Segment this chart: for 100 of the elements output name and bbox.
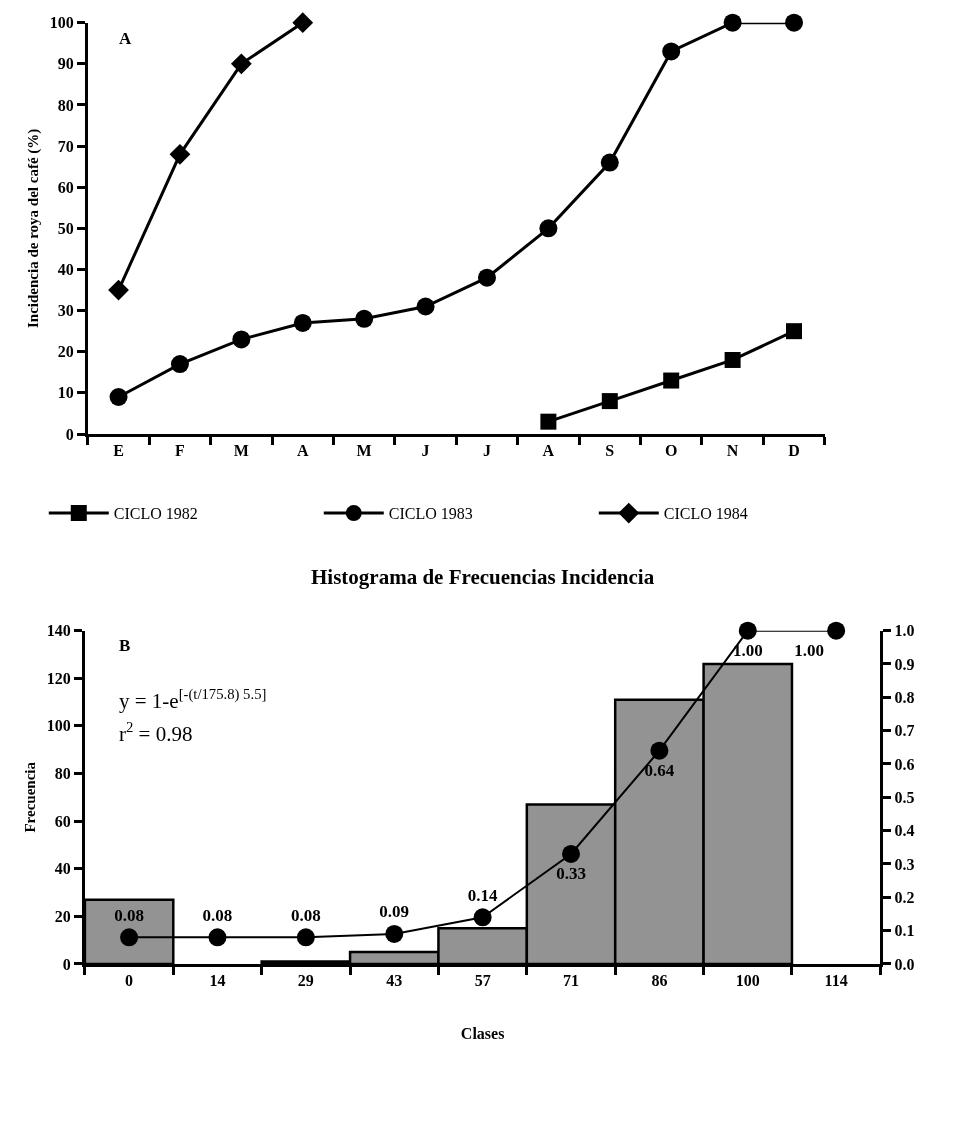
y2-tick-label: 0.7 (894, 722, 915, 740)
y-tick-label: 0 (65, 425, 74, 443)
point (786, 323, 803, 340)
x-tick-label: S (605, 442, 615, 460)
point (539, 219, 558, 238)
x-tick-label: 0 (125, 972, 134, 990)
point (208, 928, 227, 947)
y-tick-label: 60 (57, 178, 74, 196)
y-tick-label: 90 (57, 55, 74, 73)
point (662, 42, 681, 61)
y2-tick-label: 0.0 (894, 955, 915, 973)
legend-label: CICLO 1982 (113, 505, 198, 523)
x-tick-label: 29 (297, 972, 314, 990)
point (355, 309, 374, 328)
point (785, 13, 804, 32)
x-tick-label: M (233, 442, 249, 460)
x-tick-label: N (726, 442, 739, 460)
x-tick-label: J (482, 442, 491, 460)
x-tick-label: 86 (651, 972, 668, 990)
y-tick-label: 20 (57, 343, 74, 361)
point (120, 928, 139, 947)
y-tick-label: 30 (57, 302, 74, 320)
y-tick-label: 40 (54, 860, 71, 878)
x-tick-label: A (296, 442, 309, 460)
data-label: 0.14 (467, 885, 499, 905)
legend-label: CICLO 1984 (663, 505, 748, 523)
point (473, 908, 492, 927)
point (562, 844, 581, 863)
x-tick-label: 114 (824, 972, 848, 990)
point (293, 313, 312, 332)
y-axis-title: Frecuencia (21, 761, 38, 833)
data-label: 1.00 (732, 640, 763, 660)
y-tick-label: 80 (54, 765, 71, 783)
data-label: 0.08 (114, 905, 144, 925)
annotation: A (119, 29, 132, 48)
point (230, 53, 252, 75)
point (540, 413, 557, 430)
x-axis-title: Clases (460, 1024, 505, 1042)
data-label: 1.00 (794, 640, 824, 660)
y-tick-label: 70 (57, 137, 74, 155)
x-tick-label: 57 (474, 972, 491, 990)
x-tick-label: F (175, 442, 186, 460)
y-tick-label: 140 (46, 622, 71, 640)
point (723, 13, 742, 32)
y2-tick-label: 0.1 (894, 922, 915, 940)
x-tick-label: 14 (209, 972, 226, 990)
x-tick-label: O (664, 442, 678, 460)
point (296, 928, 315, 947)
point (169, 143, 191, 165)
x-tick-label: E (113, 442, 124, 460)
x-tick-label: 100 (735, 972, 760, 990)
point (600, 153, 619, 172)
data-label: 0.08 (202, 905, 233, 925)
annotation: B (119, 636, 131, 655)
y2-tick-label: 0.9 (894, 655, 915, 673)
y-tick-label: 80 (57, 96, 74, 114)
y2-tick-label: 0.6 (894, 755, 915, 773)
x-tick-label: 71 (563, 972, 580, 990)
point (477, 268, 496, 287)
x-tick-label: 43 (386, 972, 403, 990)
point (650, 741, 669, 760)
point (724, 351, 741, 368)
point (109, 387, 128, 406)
y-tick-label: 100 (49, 14, 74, 32)
legend-label: CICLO 1983 (388, 505, 473, 523)
y-tick-label: 100 (46, 717, 71, 735)
x-tick-label: A (542, 442, 555, 460)
x-tick-label: D (788, 442, 800, 460)
data-label: 0.64 (644, 760, 675, 780)
data-label: 0.33 (556, 863, 586, 883)
point (601, 393, 618, 410)
point (738, 621, 757, 640)
y2-tick-label: 0.4 (894, 822, 915, 840)
point (416, 297, 435, 316)
data-label: 0.09 (379, 902, 410, 922)
x-tick-label: M (356, 442, 372, 460)
y-tick-label: 40 (57, 261, 74, 279)
y2-tick-label: 0.5 (894, 788, 915, 806)
annotation: r$^{2}$ = 0.98 (119, 719, 193, 746)
x-tick-label: J (421, 442, 430, 460)
y-tick-label: 10 (57, 384, 74, 402)
y2-tick-label: 0.8 (894, 688, 915, 706)
point (292, 12, 314, 34)
point (827, 621, 846, 640)
y-tick-label: 0 (62, 955, 71, 973)
y-tick-label: 20 (54, 907, 71, 925)
point (170, 355, 189, 374)
chart-title: Histograma de Frecuencias Incidencia (311, 565, 655, 589)
point (385, 924, 404, 943)
point (663, 372, 680, 389)
y-tick-label: 60 (54, 812, 71, 830)
point (108, 279, 129, 301)
point (232, 330, 251, 349)
y-axis-title: Incidencia de roya del café (%) (24, 128, 42, 328)
y2-tick-label: 0.2 (894, 888, 915, 906)
y2-tick-label: 1.0 (894, 622, 915, 640)
data-label: 0.08 (291, 905, 321, 925)
y-tick-label: 50 (57, 219, 74, 237)
annotation: y = 1-e$^{[-(t/175.8) 5.5]}$ (119, 686, 267, 713)
y-tick-label: 120 (46, 669, 71, 687)
